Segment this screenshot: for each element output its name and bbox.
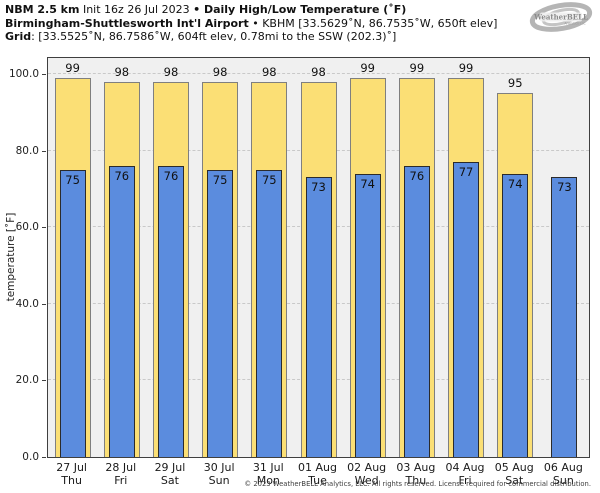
x-tick-label: 06 Aug Sun xyxy=(539,461,588,487)
y-tick-label: 80.0 xyxy=(15,144,39,157)
x-axis: 27 Jul Thu 28 Jul Fri 29 Jul Sat 30 Jul Sun 31 J… xyxy=(47,461,590,489)
low-temp-bar: 74 xyxy=(354,173,381,457)
x-tick-date: 28 Jul xyxy=(105,461,137,474)
high-temp-value: 98 xyxy=(261,64,277,79)
x-tick-label: 01 Aug Tue xyxy=(293,461,342,487)
y-tick-label: 100.0 xyxy=(8,68,39,81)
low-temp-value: 76 xyxy=(114,168,130,183)
low-temp-value: 77 xyxy=(458,165,474,180)
high-temp-value: 95 xyxy=(507,76,523,91)
x-tick-date: 29 Jul xyxy=(154,461,186,474)
copyright-notice: © 2023 WeatherBELL Analytics, LLC. All r… xyxy=(244,480,591,488)
y-axis-title: temperature [˚F] xyxy=(5,212,17,302)
x-tick-day: Wed xyxy=(354,474,379,487)
low-temp-bar: 73 xyxy=(305,177,332,457)
low-temp-bar: 75 xyxy=(59,169,86,457)
y-tick-mark xyxy=(42,150,46,152)
svg-text:Analytics LLC: Analytics LLC xyxy=(564,22,586,26)
low-temp-value: 75 xyxy=(261,172,277,187)
low-temp-value: 73 xyxy=(311,180,326,195)
x-tick-date: 04 Aug xyxy=(445,461,485,474)
station-name: Birmingham-Shuttlesworth Int'l Airport xyxy=(5,16,249,30)
svg-text:WeatherBELL: WeatherBELL xyxy=(533,13,588,22)
high-temp-value: 99 xyxy=(65,60,80,75)
y-axis: 0.0 20.0 40.0 60.0 80.0 100.0 xyxy=(0,57,47,463)
x-tick-day: Sun xyxy=(208,474,230,487)
low-temp-bar: 76 xyxy=(108,165,135,457)
x-tick-label: 31 Jul Mon xyxy=(244,461,293,487)
x-tick-day: Mon xyxy=(256,474,280,487)
y-tick-mark xyxy=(42,303,46,305)
low-temp-bar: 75 xyxy=(207,169,234,457)
x-tick-day: Tue xyxy=(308,474,327,487)
low-temp-bar: 73 xyxy=(551,177,578,457)
x-tick-date: 03 Aug xyxy=(396,461,436,474)
y-tick-label: 0.0 xyxy=(22,451,39,463)
y-tick-mark xyxy=(42,74,46,76)
gridline xyxy=(48,73,589,75)
low-temp-bar: 76 xyxy=(157,165,184,457)
x-tick-day: Thu xyxy=(405,474,427,487)
high-temp-value: 98 xyxy=(114,64,130,79)
init-time: Init 16z 26 Jul 2023 xyxy=(79,3,194,16)
high-temp-value: 99 xyxy=(360,60,375,75)
x-tick-label: 03 Aug Thu xyxy=(391,461,440,487)
x-tick-day: Thu xyxy=(61,474,82,487)
low-temp-bar: 76 xyxy=(403,165,430,457)
y-tick-label: 40.0 xyxy=(15,297,39,310)
high-temp-value: 98 xyxy=(212,64,228,79)
low-temp-value: 73 xyxy=(557,180,572,195)
x-tick-label: 30 Jul Sun xyxy=(195,461,244,487)
x-tick-date: 06 Aug xyxy=(543,461,583,474)
x-tick-date: 27 Jul xyxy=(56,461,87,474)
low-temp-value: 74 xyxy=(507,176,523,191)
model-name: NBM 2.5 km xyxy=(5,3,80,16)
header-line-1: NBM 2.5 km Init 16z 26 Jul 2023 • Daily … xyxy=(5,3,497,17)
x-tick-date: 05 Aug xyxy=(494,461,534,474)
high-temp-value: 99 xyxy=(458,60,474,75)
low-temp-value: 76 xyxy=(163,168,179,183)
x-tick-label: 27 Jul Thu xyxy=(47,461,96,487)
y-tick-label: 60.0 xyxy=(15,221,39,234)
chart-title: • Daily High/Low Temperature (˚F) xyxy=(193,3,407,16)
station-coords: • KBHM [33.5629˚N, 86.7535˚W, 650ft elev… xyxy=(248,16,498,30)
chart-header: NBM 2.5 km Init 16z 26 Jul 2023 • Daily … xyxy=(5,3,497,44)
grid-label: Grid xyxy=(5,30,32,43)
high-temp-value: 98 xyxy=(311,64,326,79)
y-tick-mark xyxy=(42,227,46,229)
x-tick-label: 05 Aug Sat xyxy=(490,461,539,487)
x-tick-date: 31 Jul xyxy=(252,461,284,474)
low-temp-value: 75 xyxy=(212,172,228,187)
x-tick-day: Sat xyxy=(505,474,524,487)
low-temp-bar: 75 xyxy=(256,169,283,457)
low-temp-bar: 74 xyxy=(502,173,529,457)
x-tick-day: Fri xyxy=(114,474,128,487)
y-tick-mark xyxy=(42,380,46,382)
plot-area: 99 75 98 76 98 76 98 75 98 75 98 73 99 74 99 76 99 77 95 74… xyxy=(47,57,590,458)
weatherbell-logo-icon: WeatherBELL Analytics LLC xyxy=(528,1,594,33)
header-line-3: Grid: [33.5525˚N, 86.7586˚W, 604ft elev,… xyxy=(5,30,497,44)
x-tick-label: 04 Aug Fri xyxy=(440,461,489,487)
y-tick-mark xyxy=(42,457,46,458)
high-temp-value: 98 xyxy=(163,64,179,79)
header-line-2: Birmingham-Shuttlesworth Int'l Airport •… xyxy=(5,17,497,31)
grid-coords: : [33.5525˚N, 86.7586˚W, 604ft elev, 0.7… xyxy=(31,30,397,43)
x-tick-label: 02 Aug Wed xyxy=(342,461,391,487)
x-tick-label: 29 Jul Sat xyxy=(145,461,194,487)
low-temp-bar: 77 xyxy=(453,162,480,457)
x-tick-date: 01 Aug xyxy=(298,461,337,474)
x-tick-day: Sun xyxy=(552,474,574,487)
x-tick-date: 02 Aug xyxy=(347,461,387,474)
y-tick-label: 20.0 xyxy=(15,374,39,387)
low-temp-value: 76 xyxy=(409,168,425,183)
low-temp-value: 75 xyxy=(65,172,80,187)
x-tick-date: 30 Jul xyxy=(203,461,235,474)
low-temp-value: 74 xyxy=(360,176,375,191)
x-tick-day: Fri xyxy=(458,474,472,487)
x-tick-day: Sat xyxy=(160,474,179,487)
high-temp-value: 99 xyxy=(409,60,425,75)
x-tick-label: 28 Jul Fri xyxy=(96,461,145,487)
